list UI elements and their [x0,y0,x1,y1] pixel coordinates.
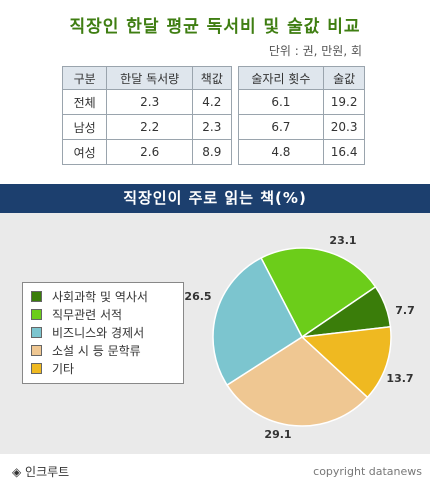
legend-item: 직무관련 서적 [31,306,122,324]
legend-swatch [31,309,42,320]
pie-value-label: 26.5 [184,290,211,303]
legend-swatch [31,363,42,374]
page-title: 직장인 한달 평균 독서비 및 술값 비교 [69,17,361,37]
table-header: 책값 [192,66,232,90]
legend-item: 기타 [31,360,74,378]
legend-label: 소설 시 등 문학류 [52,344,141,358]
table-cell: 여성 [61,139,108,165]
table-row: 남성 2.2 2.3 6.7 20.3 [61,114,365,140]
pie-value-label: 23.1 [329,234,356,247]
legend-item: 비즈니스와 경제서 [31,324,144,342]
table-cell: 6.1 [237,89,325,115]
legend-label: 기타 [52,362,75,376]
chart-legend: 사회과학 및 역사서 직무관련 서적 비즈니스와 경제서 소설 시 등 문학류 … [22,282,184,384]
table-cell: 2.3 [106,89,194,115]
table-header: 구분 [61,66,108,90]
pie-value-label: 13.7 [386,372,413,385]
table-cell: 2.6 [106,139,194,165]
legend-swatch [31,291,42,302]
stats-table: 구분 한달 독서량 책값 술자리 횟수 술값 전체 2.3 4.2 6.1 19… [61,66,365,165]
table-cell: 남성 [61,114,108,140]
unit-label: 단위 : 권, 만원, 회 [268,44,362,58]
pie-slice [212,256,303,387]
pie-slice [300,325,392,399]
table-row: 전체 2.3 4.2 6.1 19.2 [61,89,365,115]
legend-label: 직무관련 서적 [52,308,123,322]
legend-item: 사회과학 및 역사서 [31,288,148,306]
legend-swatch [31,345,42,356]
table-cell: 2.2 [106,114,194,140]
legend-label: 비즈니스와 경제서 [52,326,145,340]
pie-slice [226,336,369,427]
pie-slice [260,247,377,339]
legend-item: 소설 시 등 문학류 [31,342,141,360]
pie-value-label: 29.1 [264,428,291,441]
pie-value-label: 7.7 [395,304,415,317]
table-cell: 16.4 [323,139,365,165]
table-cell: 2.3 [192,114,232,140]
source-label: ◈ 인크루트 [12,465,70,479]
table-cell: 20.3 [323,114,365,140]
table-cell: 4.8 [237,139,325,165]
copyright-label: copyright datanews [313,465,422,478]
table-cell: 6.7 [237,114,325,140]
table-cell: 8.9 [192,139,232,165]
legend-label: 사회과학 및 역사서 [52,290,148,304]
table-row: 여성 2.6 8.9 4.8 16.4 [61,139,365,165]
chart-banner: 직장인이 주로 읽는 책(%) [0,184,430,213]
legend-swatch [31,327,42,338]
